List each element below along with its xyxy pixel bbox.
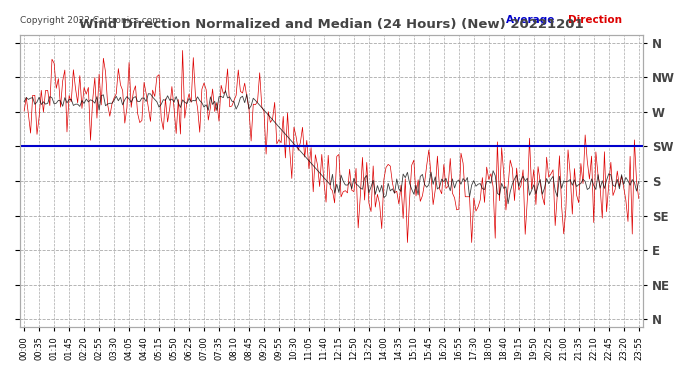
Text: Copyright 2022 Cartronics.com: Copyright 2022 Cartronics.com (20, 16, 161, 25)
Text: Direction: Direction (568, 15, 622, 25)
Text: Average: Average (506, 15, 558, 25)
Title: Wind Direction Normalized and Median (24 Hours) (New) 20221201: Wind Direction Normalized and Median (24… (79, 18, 584, 31)
